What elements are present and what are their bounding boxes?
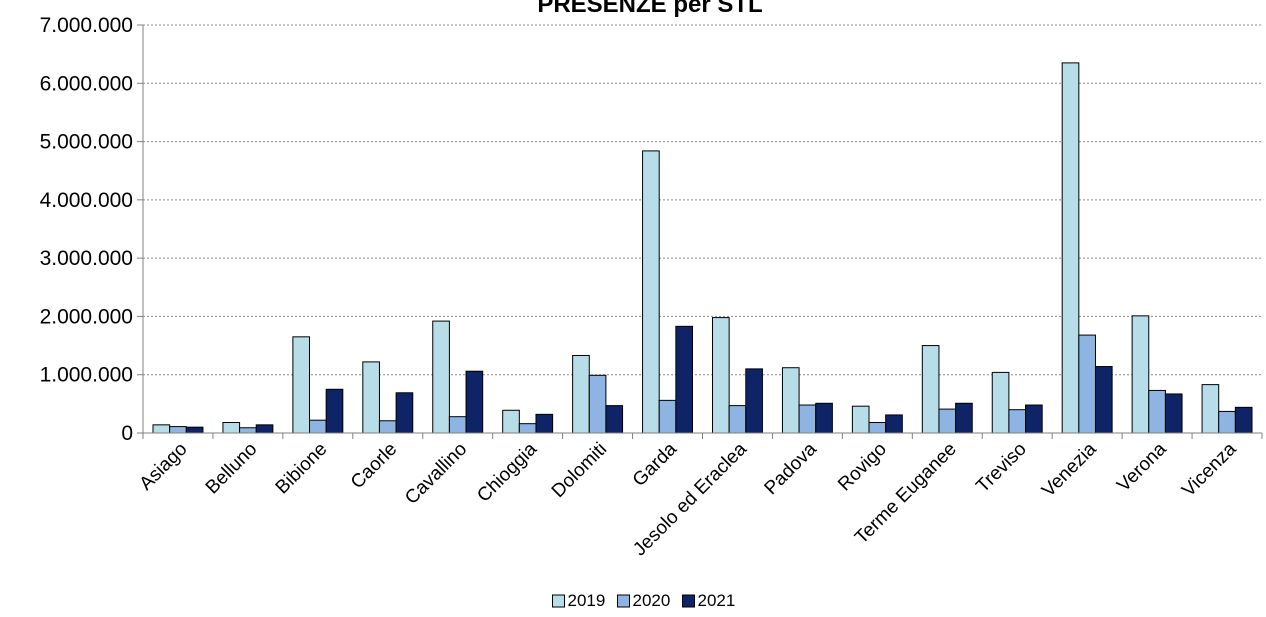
bar-2019 xyxy=(921,345,940,434)
bar-2021 xyxy=(1025,404,1043,434)
x-tick-label: Venezia xyxy=(1038,438,1101,501)
x-tick-label: Dolomiti xyxy=(548,439,611,502)
x-tick-label: Padova xyxy=(761,438,822,499)
y-tick-label: 4.000.000 xyxy=(40,189,133,212)
legend-swatch-2021 xyxy=(682,594,695,608)
y-tick-label: 6.000.000 xyxy=(40,72,133,95)
bar-2021 xyxy=(395,392,414,434)
bar-2019 xyxy=(222,422,241,434)
bar-2020 xyxy=(588,374,607,434)
chart-title: PRESENZE per STL xyxy=(537,0,762,18)
bar-2021 xyxy=(535,413,554,434)
x-tick-label: Vicenza xyxy=(1178,438,1241,501)
bar-2020 xyxy=(378,420,397,434)
bar-2020 xyxy=(728,405,747,434)
bar-2021 xyxy=(325,388,344,434)
bar-2021 xyxy=(605,405,624,434)
legend-label-2021: 2021 xyxy=(698,591,736,610)
y-tick-label: 7.000.000 xyxy=(40,14,133,37)
bar-2020 xyxy=(798,404,817,434)
x-tick-label: Bibione xyxy=(272,439,332,499)
y-tick-label: 2.000.000 xyxy=(40,305,133,328)
bar-2021 xyxy=(1094,366,1113,434)
bar-2019 xyxy=(1131,315,1150,434)
x-tick-label: Rovigo xyxy=(834,439,891,496)
bar-2019 xyxy=(712,317,730,434)
bar-2019 xyxy=(642,150,660,434)
bar-2019 xyxy=(432,320,450,434)
y-tick-label: 0 xyxy=(121,422,133,445)
gridlines xyxy=(143,24,1262,376)
bar-2020 xyxy=(1078,334,1096,434)
bars xyxy=(152,62,1253,434)
bar-2021 xyxy=(955,402,973,434)
bar-2020 xyxy=(1008,409,1027,434)
bar-2021 xyxy=(255,424,274,434)
bar-2020 xyxy=(518,423,537,434)
x-axis: Asiago Belluno Bibione Caorle Cavallino Chiog… xyxy=(136,432,1263,560)
bar-2021 xyxy=(675,325,693,434)
bar-2019 xyxy=(1061,62,1080,434)
x-tick-label: Chioggia xyxy=(473,438,541,506)
y-tick-label: 3.000.000 xyxy=(40,247,133,270)
bar-2021 xyxy=(185,426,204,434)
bar-2019 xyxy=(292,336,311,434)
bar-2020 xyxy=(658,399,677,434)
bar-2020 xyxy=(309,419,327,434)
bar-2019 xyxy=(781,367,800,434)
y-axis: 0 1.000.000 2.000.000 3.000.000 4.000.000 5.0… xyxy=(40,14,144,445)
x-tick-label: Treviso xyxy=(972,439,1030,497)
bar-2020 xyxy=(239,427,257,434)
bar-2020 xyxy=(169,426,187,434)
y-tick-label: 5.000.000 xyxy=(40,131,133,154)
bar-2020 xyxy=(1148,389,1166,434)
bar-2021 xyxy=(885,414,903,434)
x-tick-label: Cavallino xyxy=(401,439,471,509)
bar-2019 xyxy=(991,371,1010,434)
bar-2020 xyxy=(938,408,957,434)
legend-label-2019: 2019 xyxy=(568,591,606,610)
x-tick-label: Asiago xyxy=(136,439,192,495)
bar-2021 xyxy=(1164,393,1183,434)
bar-2019 xyxy=(851,405,870,434)
bar-2021 xyxy=(815,402,833,434)
bar-2019 xyxy=(502,409,520,434)
x-tick-label: Belluno xyxy=(202,439,262,499)
legend-swatch-2019 xyxy=(552,594,565,608)
bar-2020 xyxy=(448,416,467,434)
legend-label-2020: 2020 xyxy=(633,591,671,610)
bar-2020 xyxy=(1218,410,1236,434)
bar-2019 xyxy=(572,354,590,434)
x-tick-label: Verona xyxy=(1113,438,1171,496)
x-tick-label: Garda xyxy=(629,438,681,490)
bar-2021 xyxy=(1234,406,1253,434)
bar-2021 xyxy=(465,370,484,434)
legend: 2019 2020 2021 xyxy=(552,591,736,610)
x-tick-label: Caorle xyxy=(347,439,401,493)
legend-swatch-2020 xyxy=(617,594,630,608)
bar-2020 xyxy=(868,422,887,434)
bar-2021 xyxy=(745,368,763,434)
bar-2019 xyxy=(152,424,171,434)
y-tick-label: 1.000.000 xyxy=(40,364,133,387)
bar-2019 xyxy=(362,361,380,434)
bar-2019 xyxy=(1201,384,1220,434)
